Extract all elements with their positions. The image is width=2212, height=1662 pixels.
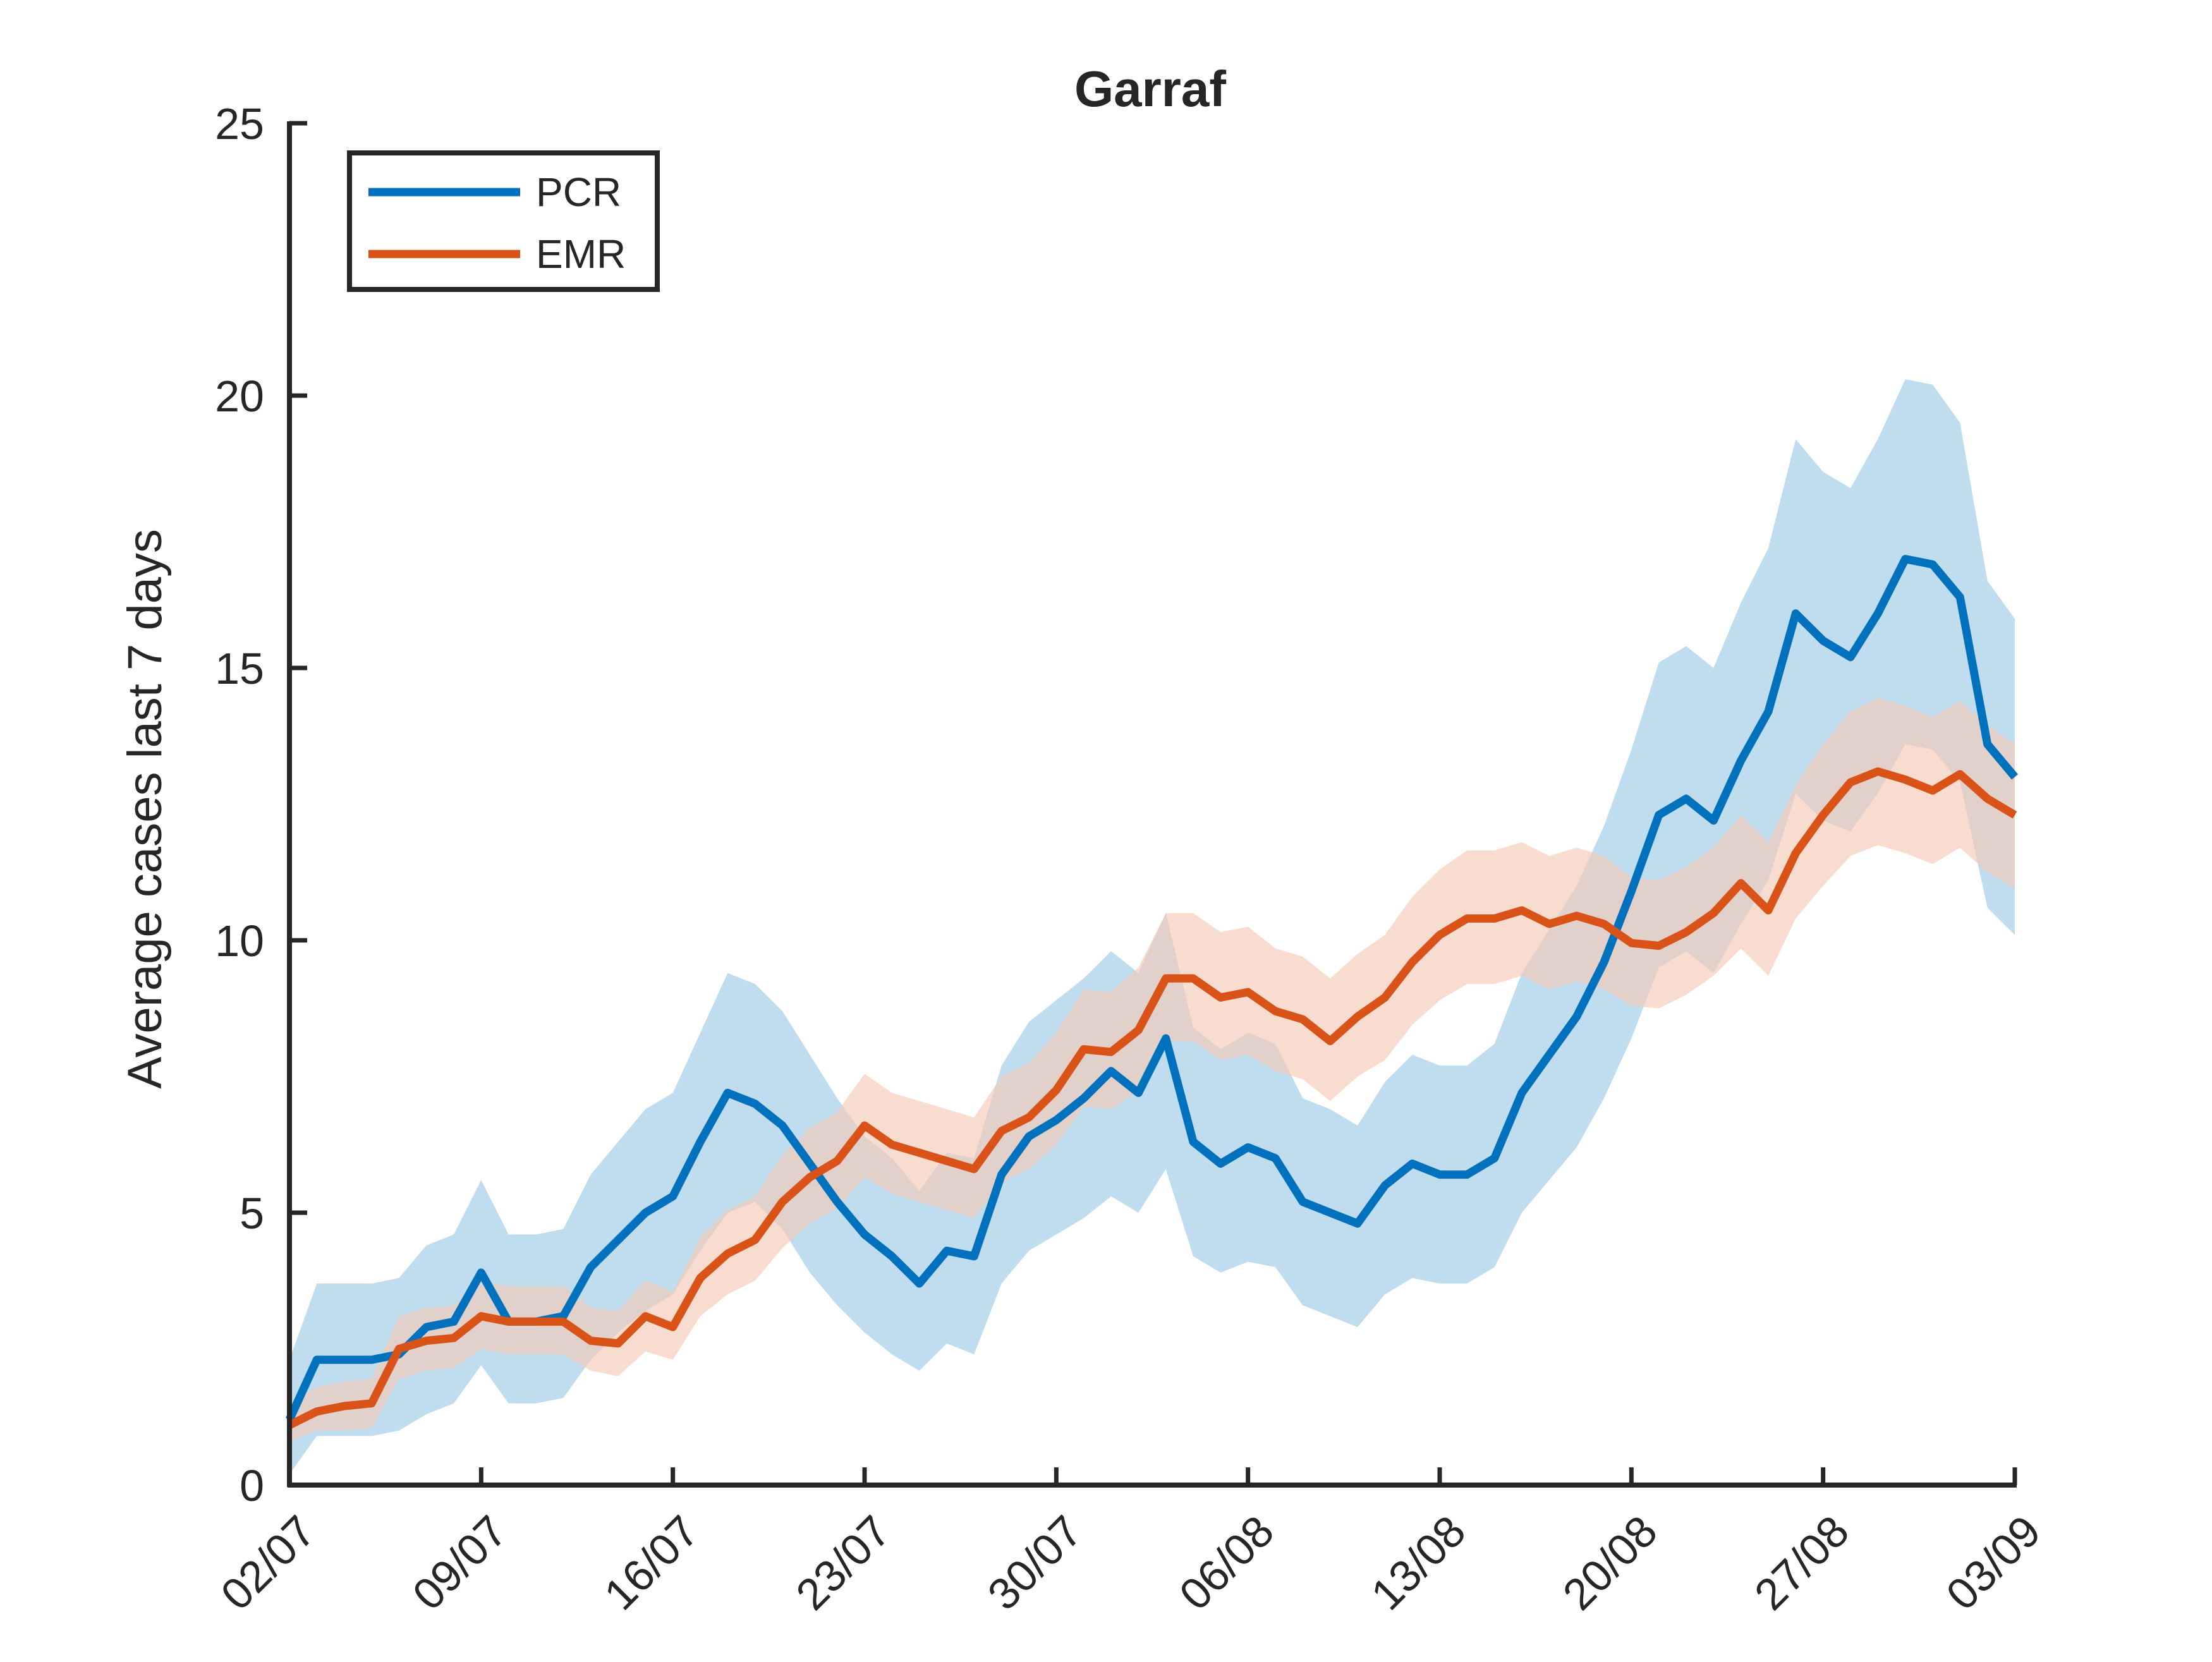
legend-label-pcr: PCR	[536, 169, 621, 215]
y-tick-label: 10	[215, 916, 264, 966]
chart-title: Garraf	[1074, 61, 1226, 117]
legend: PCR EMR	[347, 150, 660, 292]
series-line-pcr	[286, 555, 2018, 1422]
y-tick-label: 0	[240, 1461, 264, 1510]
series-lines	[286, 555, 2018, 1429]
y-axis-label: Average cases last 7 days	[118, 529, 172, 1089]
y-tick-label: 25	[215, 99, 264, 149]
y-tick-label: 15	[215, 644, 264, 693]
y-tick-label: 20	[215, 372, 264, 421]
y-tick-label: 5	[240, 1189, 264, 1238]
band-pcr	[289, 379, 2015, 1474]
legend-label-emr: EMR	[536, 231, 626, 277]
legend-box	[347, 150, 660, 292]
series-line-emr	[288, 767, 2017, 1429]
